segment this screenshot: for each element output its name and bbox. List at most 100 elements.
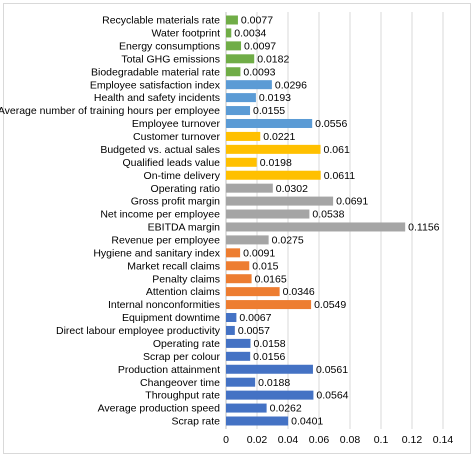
- data-label: 0.0097: [244, 40, 276, 52]
- x-tick-label: 0.08: [340, 434, 361, 446]
- bar: [226, 118, 313, 128]
- bar: [226, 377, 256, 387]
- category-label: Recyclable materials rate: [102, 15, 220, 27]
- bar: [226, 209, 310, 219]
- category-label: Gross profit margin: [131, 196, 220, 208]
- bar: [226, 170, 321, 180]
- category-label: Total GHG emissions: [121, 53, 220, 65]
- category-label: Direct labour employee productivity: [56, 325, 221, 337]
- data-label: 0.0155: [253, 105, 285, 117]
- category-label: On-time delivery: [144, 170, 221, 182]
- category-label: Scrap rate: [172, 416, 221, 428]
- category-label: Biodegradable material rate: [91, 66, 220, 78]
- data-label: 0.061: [324, 144, 350, 156]
- data-label: 0.0158: [253, 338, 285, 350]
- bar: [226, 351, 251, 361]
- data-label: 0.1156: [408, 222, 439, 234]
- data-label: 0.0067: [239, 312, 271, 324]
- data-label: 0.0275: [272, 235, 304, 247]
- data-label: 0.0549: [314, 299, 346, 311]
- data-label: 0.015: [252, 260, 278, 272]
- bar: [226, 248, 241, 258]
- bar: [226, 313, 237, 323]
- bar: [226, 80, 272, 90]
- bar: [226, 28, 232, 38]
- bar: [226, 235, 269, 245]
- category-label: Changeover time: [140, 377, 220, 389]
- data-label: 0.0296: [275, 79, 307, 91]
- x-tick-label: 0.1: [374, 434, 389, 446]
- bar: [226, 287, 280, 297]
- category-label: Employee satisfaction index: [90, 79, 221, 91]
- data-label: 0.0165: [255, 273, 287, 285]
- data-label: 0.0198: [260, 157, 292, 169]
- data-label: 0.0091: [243, 247, 275, 259]
- category-label: Health and safety incidents: [94, 92, 220, 104]
- data-label: 0.0561: [316, 364, 348, 376]
- category-label: Operating rate: [153, 338, 220, 350]
- bar: [226, 416, 289, 426]
- bar: [226, 67, 241, 77]
- category-label: Net income per employee: [100, 209, 220, 221]
- category-label: Attention claims: [146, 286, 220, 298]
- bar: [226, 93, 256, 103]
- bar: [226, 196, 334, 206]
- category-label: Customer turnover: [133, 131, 220, 143]
- data-label: 0.0221: [263, 131, 295, 143]
- bar: [226, 261, 250, 271]
- category-label: Average production speed: [98, 403, 221, 415]
- bar: [226, 157, 257, 167]
- bar: [226, 41, 242, 51]
- bar: [226, 338, 251, 348]
- category-label: Market recall claims: [127, 260, 220, 272]
- x-tick-label: 0.14: [433, 434, 454, 446]
- bar: [226, 15, 238, 25]
- category-label: Average number of training hours per emp…: [0, 105, 220, 117]
- x-tick-labels: 0 0.02 0.04 0.06 0.08 0.1 0.12 0.14: [223, 434, 453, 446]
- x-tick-label: 0.02: [247, 434, 268, 446]
- bar: [226, 300, 312, 310]
- category-label: Internal nonconformities: [108, 299, 220, 311]
- data-labels: 0.00770.00340.00970.01820.00930.02960.01…: [234, 15, 439, 428]
- bar: [226, 183, 273, 193]
- data-label: 0.0093: [243, 66, 275, 78]
- category-label: Scrap per colour: [143, 351, 221, 363]
- data-label: 0.0034: [234, 28, 266, 40]
- data-label: 0.0564: [316, 390, 348, 402]
- category-label: Production attainment: [118, 364, 220, 376]
- data-label: 0.0556: [315, 118, 347, 130]
- data-label: 0.0538: [312, 209, 344, 221]
- data-label: 0.0611: [324, 170, 355, 182]
- bar: [226, 274, 252, 284]
- bar: [226, 222, 406, 232]
- data-label: 0.0262: [270, 403, 302, 415]
- data-label: 0.0156: [253, 351, 285, 363]
- category-label: Operating ratio: [151, 183, 221, 195]
- data-label: 0.0182: [257, 53, 289, 65]
- data-label: 0.0691: [336, 196, 368, 208]
- data-label: 0.0346: [283, 286, 315, 298]
- category-label: EBITDA margin: [148, 222, 221, 234]
- bars: [226, 15, 406, 426]
- category-label: Qualified leads value: [123, 157, 221, 169]
- x-tick-label: 0: [223, 434, 229, 446]
- data-label: 0.0188: [258, 377, 290, 389]
- data-label: 0.0057: [238, 325, 270, 337]
- data-label: 0.0193: [259, 92, 291, 104]
- data-label: 0.0077: [241, 15, 273, 27]
- category-label: Revenue per employee: [111, 235, 220, 247]
- bar: [226, 325, 235, 335]
- bar: [226, 403, 267, 413]
- category-label: Hygiene and sanitary index: [93, 247, 220, 259]
- category-label: Equipment downtime: [122, 312, 220, 324]
- bar: [226, 54, 255, 64]
- category-label: Throughput rate: [145, 390, 220, 402]
- bar: [226, 364, 313, 374]
- category-label: Energy consumptions: [119, 40, 220, 52]
- bar: [226, 106, 251, 116]
- bar: [226, 131, 261, 141]
- category-label: Employee turnover: [132, 118, 221, 130]
- data-label: 0.0401: [291, 416, 323, 428]
